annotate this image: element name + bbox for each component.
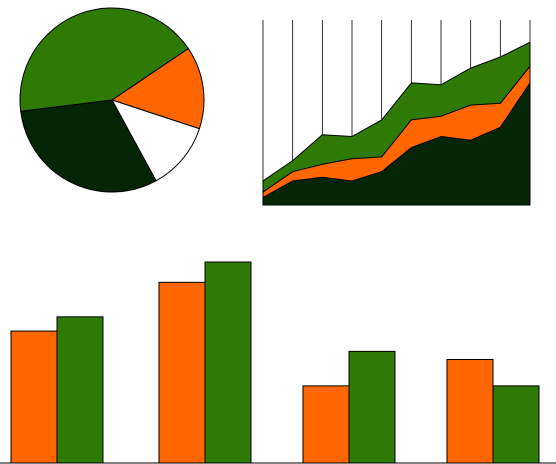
bar-group-4-series-2 <box>492 385 540 464</box>
grouped-bar-chart <box>0 261 556 464</box>
bar-group-2-series-1 <box>158 281 206 464</box>
bar-group-1-series-1 <box>10 330 58 464</box>
pie-slice-2 <box>110 99 201 182</box>
bar-group-3-series-1 <box>302 385 350 464</box>
pie-slice-3 <box>20 99 157 193</box>
bar-group-1-series-2 <box>56 316 104 464</box>
bar-group-3-series-2 <box>348 350 396 464</box>
pie-slice-4 <box>19 7 189 112</box>
bar-group-2-series-2 <box>204 261 252 464</box>
pie-chart <box>19 7 205 193</box>
area-series-1 <box>262 82 531 206</box>
bar-group-4-series-1 <box>446 358 494 464</box>
pie-slice-1 <box>110 47 205 130</box>
stacked-area-chart <box>262 20 531 206</box>
